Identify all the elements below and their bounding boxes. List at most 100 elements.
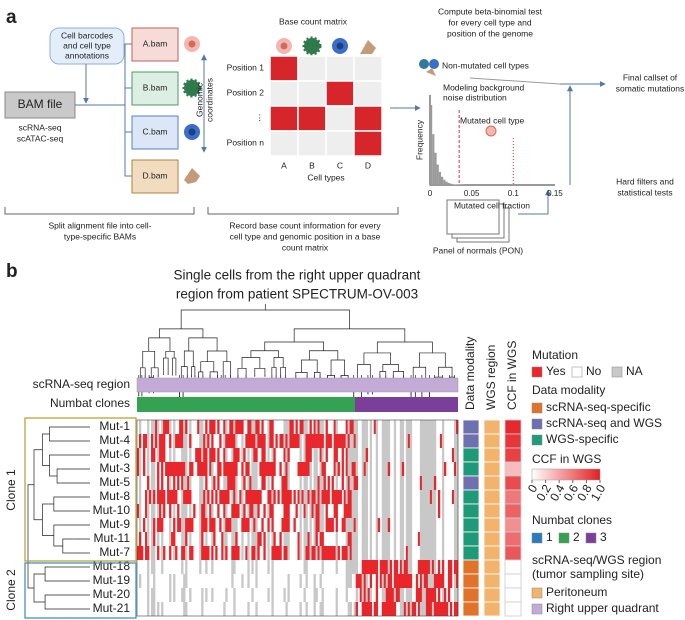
heatmap-cell	[213, 448, 216, 462]
heatmap-cell	[327, 490, 330, 504]
heatmap-cell	[205, 476, 208, 490]
heatmap-cell	[353, 560, 356, 574]
heatmap-cell	[447, 574, 451, 588]
heatmap-cell	[235, 546, 238, 560]
heatmap-cell	[169, 448, 172, 462]
heatmap-cell	[259, 490, 262, 504]
heatmap-cell	[283, 532, 286, 546]
heatmap-cell	[405, 490, 409, 504]
heatmap-cell	[163, 504, 166, 518]
heatmap-cell	[369, 588, 373, 602]
heatmap-cell	[283, 504, 286, 518]
dendro	[49, 426, 57, 442]
heatmap-cell	[151, 434, 154, 448]
heatmap-cell	[335, 588, 338, 602]
heatmap-cell	[303, 420, 306, 434]
heatmap-cell	[147, 560, 150, 574]
heatmap-cell	[241, 420, 244, 434]
heatmap-cell	[323, 546, 326, 560]
heatmap-cell	[173, 462, 176, 476]
heatmap-cell	[283, 448, 286, 462]
heatmap-cell	[455, 532, 459, 546]
label: Final callset of	[623, 72, 678, 82]
heatmap-cell	[443, 602, 447, 616]
heatmap-cell	[271, 532, 274, 546]
heatmap-cell	[425, 434, 429, 448]
heatmap-cell	[253, 476, 256, 490]
heatmap-cell	[143, 448, 146, 462]
label: Mutated cell fraction	[454, 200, 530, 210]
heatmap-cell	[421, 532, 425, 546]
heatmap-cell	[255, 434, 258, 448]
label: 1	[546, 530, 553, 544]
heatmap-cell	[385, 560, 389, 574]
heatmap-cell	[419, 560, 423, 574]
heatmap-cell	[455, 462, 459, 476]
heatmap-cell	[315, 490, 318, 504]
heatmap-cell	[251, 462, 254, 476]
heatmap-cell	[297, 434, 300, 448]
heatmap-cell	[429, 462, 433, 476]
heatmap-cell	[301, 462, 304, 476]
heatmap-cell	[261, 476, 264, 490]
heatmap-cell	[287, 476, 290, 490]
heatmap-cell	[185, 476, 188, 490]
histogram-bar	[434, 152, 437, 185]
heatmap-cell	[383, 546, 387, 560]
heatmap-cell	[299, 518, 302, 532]
heatmap-cell	[421, 574, 425, 588]
heatmap-cell	[421, 546, 425, 560]
heatmap-cell	[189, 476, 192, 490]
heatmap-cell	[285, 532, 288, 546]
heatmap-cell	[225, 588, 228, 602]
heatmap-cell	[247, 462, 250, 476]
dendro	[293, 328, 406, 343]
heatmap-cell	[319, 532, 322, 546]
heatmap-cell	[381, 532, 385, 546]
heatmap-cell	[401, 476, 405, 490]
matrix-cell	[269, 80, 299, 107]
heatmap-cell	[299, 490, 302, 504]
label: noise distribution	[443, 92, 507, 102]
heatmap-cell	[203, 434, 206, 448]
heatmap-cell	[429, 490, 433, 504]
ccf-cell	[504, 545, 522, 561]
heatmap-cell	[345, 504, 348, 518]
heatmap-cell	[251, 434, 254, 448]
heatmap-cell	[407, 434, 411, 448]
heatmap-cell	[355, 602, 358, 616]
heatmap-cell	[425, 462, 429, 476]
heatmap-cell	[247, 434, 250, 448]
heatmap-cell	[383, 560, 387, 574]
heatmap-cell	[233, 560, 236, 574]
heatmap-cell	[271, 420, 274, 434]
heatmap-cell	[181, 588, 184, 602]
heatmap-cell	[201, 490, 204, 504]
heatmap-cell	[163, 490, 166, 504]
heatmap-cell	[363, 588, 367, 602]
heatmap-cell	[381, 518, 385, 532]
heatmap-cell	[369, 574, 373, 588]
heatmap-cell	[211, 560, 214, 574]
heatmap-cell	[231, 518, 234, 532]
heatmap-cell	[431, 518, 435, 532]
heatmap-cell	[267, 546, 270, 560]
dendro	[56, 468, 68, 484]
heatmap-cell	[299, 476, 302, 490]
heatmap-cell	[447, 588, 451, 602]
heatmap-cell	[353, 602, 356, 616]
heatmap-cell	[369, 532, 373, 546]
heatmap-cell	[313, 574, 316, 588]
heatmap-cell	[183, 434, 186, 448]
heatmap-cell	[253, 420, 256, 434]
heatmap-cell	[347, 560, 350, 574]
heatmap-cell	[345, 490, 348, 504]
heatmap-cell	[377, 518, 381, 532]
heatmap-cell	[271, 476, 274, 490]
heatmap-cell	[439, 602, 443, 616]
heatmap-cell	[143, 434, 146, 448]
heatmap-cell	[155, 420, 158, 434]
heatmap-cell	[363, 434, 367, 448]
legend-swatch	[585, 532, 597, 544]
heatmap-cell	[261, 420, 264, 434]
